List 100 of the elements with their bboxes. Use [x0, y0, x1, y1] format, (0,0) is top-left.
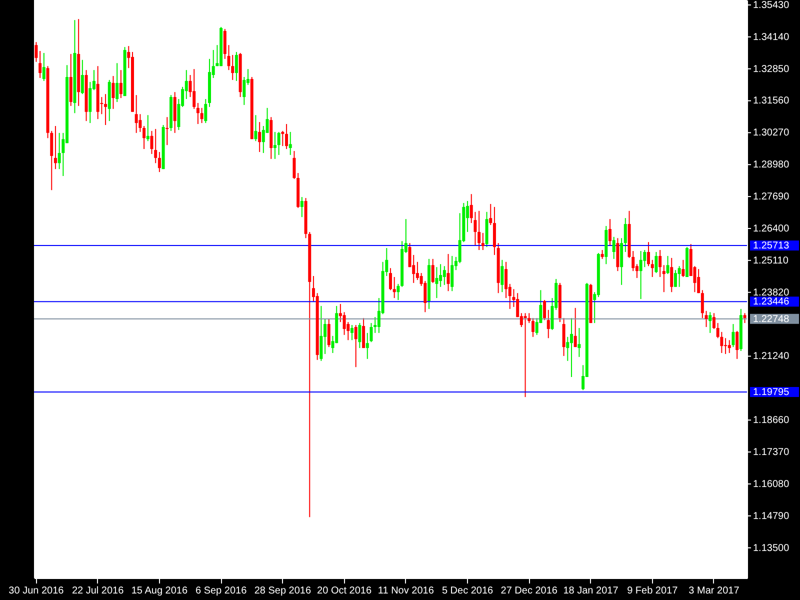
candlestick [242, 76, 246, 106]
candlestick [234, 51, 238, 82]
candlestick [489, 203, 492, 226]
candlestick [478, 210, 481, 251]
candlestick [285, 124, 288, 150]
candlestick [196, 102, 200, 125]
x-tick-label: 9 Feb 2017 [627, 586, 678, 596]
y-tick-label: 1.34140 [753, 32, 790, 43]
candlestick [320, 305, 323, 362]
y-tick-label: 1.16080 [753, 478, 790, 490]
candlestick [80, 59, 84, 95]
candlestick [281, 130, 284, 147]
candlestick [743, 312, 746, 324]
candlestick [354, 324, 358, 368]
candlestick [439, 264, 442, 288]
candlestick [88, 81, 92, 124]
y-tick-label: 1.27690 [753, 192, 790, 203]
candlestick [112, 75, 115, 110]
candlestick [650, 259, 654, 278]
candlestick [612, 236, 616, 260]
candlestick [446, 253, 450, 292]
candlestick [223, 28, 226, 60]
y-tick-label: 1.13500 [753, 542, 790, 554]
candlestick [277, 131, 280, 156]
candlestick [724, 338, 728, 354]
candlestick [662, 264, 666, 293]
y-tick-label: 1.30270 [753, 128, 790, 139]
candlestick [728, 340, 731, 354]
candlestick [736, 330, 739, 360]
candlestick [682, 259, 685, 278]
candlestick [697, 268, 700, 294]
candlestick [166, 116, 169, 146]
ref-line-label: 1.22748 [753, 314, 790, 325]
y-tick-label: 1.25110 [753, 255, 789, 266]
y-tick-label: 1.28980 [753, 160, 790, 171]
candlestick [639, 250, 642, 300]
candlestick [142, 125, 146, 150]
candlestick [543, 300, 546, 321]
ref-line-label: 1.23446 [753, 296, 790, 308]
candlestick [396, 283, 400, 301]
x-tick-label: 30 Jun 2016 [8, 586, 64, 596]
candlestick [358, 322, 362, 349]
candlestick [288, 131, 292, 156]
y-tick-label: 1.31560 [753, 96, 790, 107]
candlestick [254, 114, 258, 142]
candlestick [442, 266, 446, 286]
ref-line-label: 1.19795 [753, 386, 790, 398]
candlestick [647, 242, 650, 267]
candlestick [416, 261, 419, 280]
candlestick [481, 232, 484, 251]
candlestick [546, 309, 550, 339]
candlestick [608, 218, 612, 246]
candlestick [54, 125, 57, 170]
x-tick-label: 28 Sep 2016 [254, 586, 312, 596]
y-tick-label: 1.21240 [753, 351, 790, 362]
y-tick-label: 1.32850 [753, 64, 790, 75]
candlestick [292, 150, 296, 180]
y-tick-label: 1.35430 [753, 0, 790, 11]
candlestick [116, 62, 119, 102]
x-tick-label: 22 Jul 2016 [72, 586, 124, 596]
x-tick-label: 11 Nov 2016 [378, 586, 434, 596]
x-tick-label: 6 Sep 2016 [195, 586, 248, 596]
candlestick [670, 257, 674, 293]
candlestick [700, 290, 704, 319]
candlestick [200, 107, 204, 124]
candlestick [570, 318, 573, 378]
candlestick [435, 266, 438, 299]
candlestick [450, 255, 454, 292]
candlestick [666, 255, 670, 275]
candlestick [624, 218, 627, 252]
candlestick [389, 268, 392, 291]
x-tick-label: 20 Oct 2016 [317, 586, 372, 596]
candlestick [300, 196, 304, 218]
candlestick [362, 318, 366, 349]
candlestick [327, 318, 330, 348]
candlestick [654, 251, 658, 274]
candlestick [350, 324, 354, 341]
candlestick [204, 98, 208, 124]
candlestick [146, 114, 150, 142]
candlestick [192, 68, 196, 110]
ref-line-label: 1.25713 [753, 240, 790, 252]
y-tick-label: 1.26400 [753, 223, 790, 234]
candlestick [704, 310, 708, 328]
candlestick [38, 50, 42, 78]
y-tick-label: 1.18660 [753, 415, 790, 426]
candlestick [708, 312, 712, 334]
candlestick [674, 270, 677, 288]
candlestick [678, 266, 681, 288]
candlestick [504, 261, 508, 299]
x-tick-label: 15 Aug 2016 [131, 586, 188, 596]
candlestick [154, 128, 158, 164]
candlestick [574, 307, 577, 348]
candlestick [524, 312, 527, 398]
candlestick [150, 130, 154, 154]
candlestick [34, 42, 38, 62]
candlestick [119, 70, 122, 99]
x-tick-label: 3 Mar 2017 [688, 586, 740, 596]
candlestick [431, 258, 434, 284]
candlestick [392, 276, 396, 299]
candlestick [562, 318, 566, 356]
